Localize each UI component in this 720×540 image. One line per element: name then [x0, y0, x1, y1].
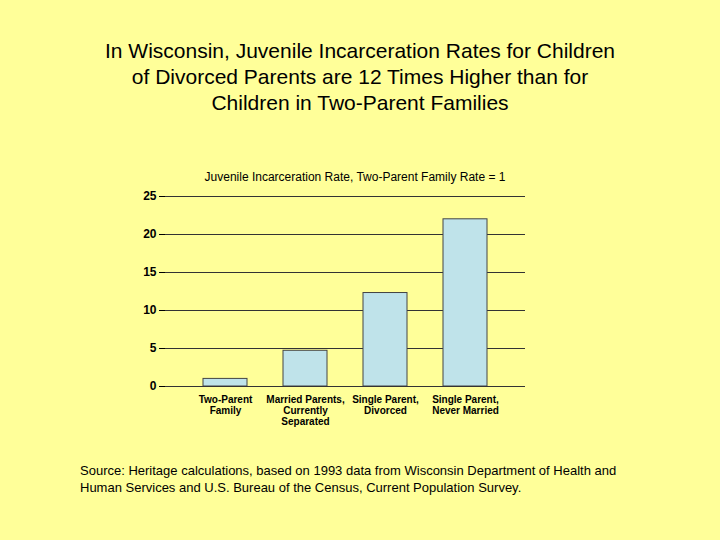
svg-text:25: 25 [143, 189, 157, 203]
svg-text:Two-ParentFamily: Two-ParentFamily [199, 394, 253, 416]
svg-text:Single Parent,Divorced: Single Parent,Divorced [352, 394, 419, 416]
svg-text:5: 5 [150, 341, 157, 355]
svg-text:Single Parent,Never Married: Single Parent,Never Married [432, 394, 499, 416]
svg-text:10: 10 [143, 303, 157, 317]
svg-text:15: 15 [143, 265, 157, 279]
svg-text:Married Parents,CurrentlySepar: Married Parents,CurrentlySeparated [266, 394, 345, 427]
svg-text:20: 20 [143, 227, 157, 241]
html-text:Source: Heritage calculations,: Source: Heritage calculations, based on … [80, 463, 617, 495]
html-text:Juvenile Incarceration Rate, T: Juvenile Incarceration Rate, Two-Parent … [204, 170, 506, 184]
html-text:In Wisconsin, Juvenile Incarce: In Wisconsin, Juvenile Incarceration Rat… [105, 39, 615, 114]
svg-text:0: 0 [150, 379, 157, 393]
